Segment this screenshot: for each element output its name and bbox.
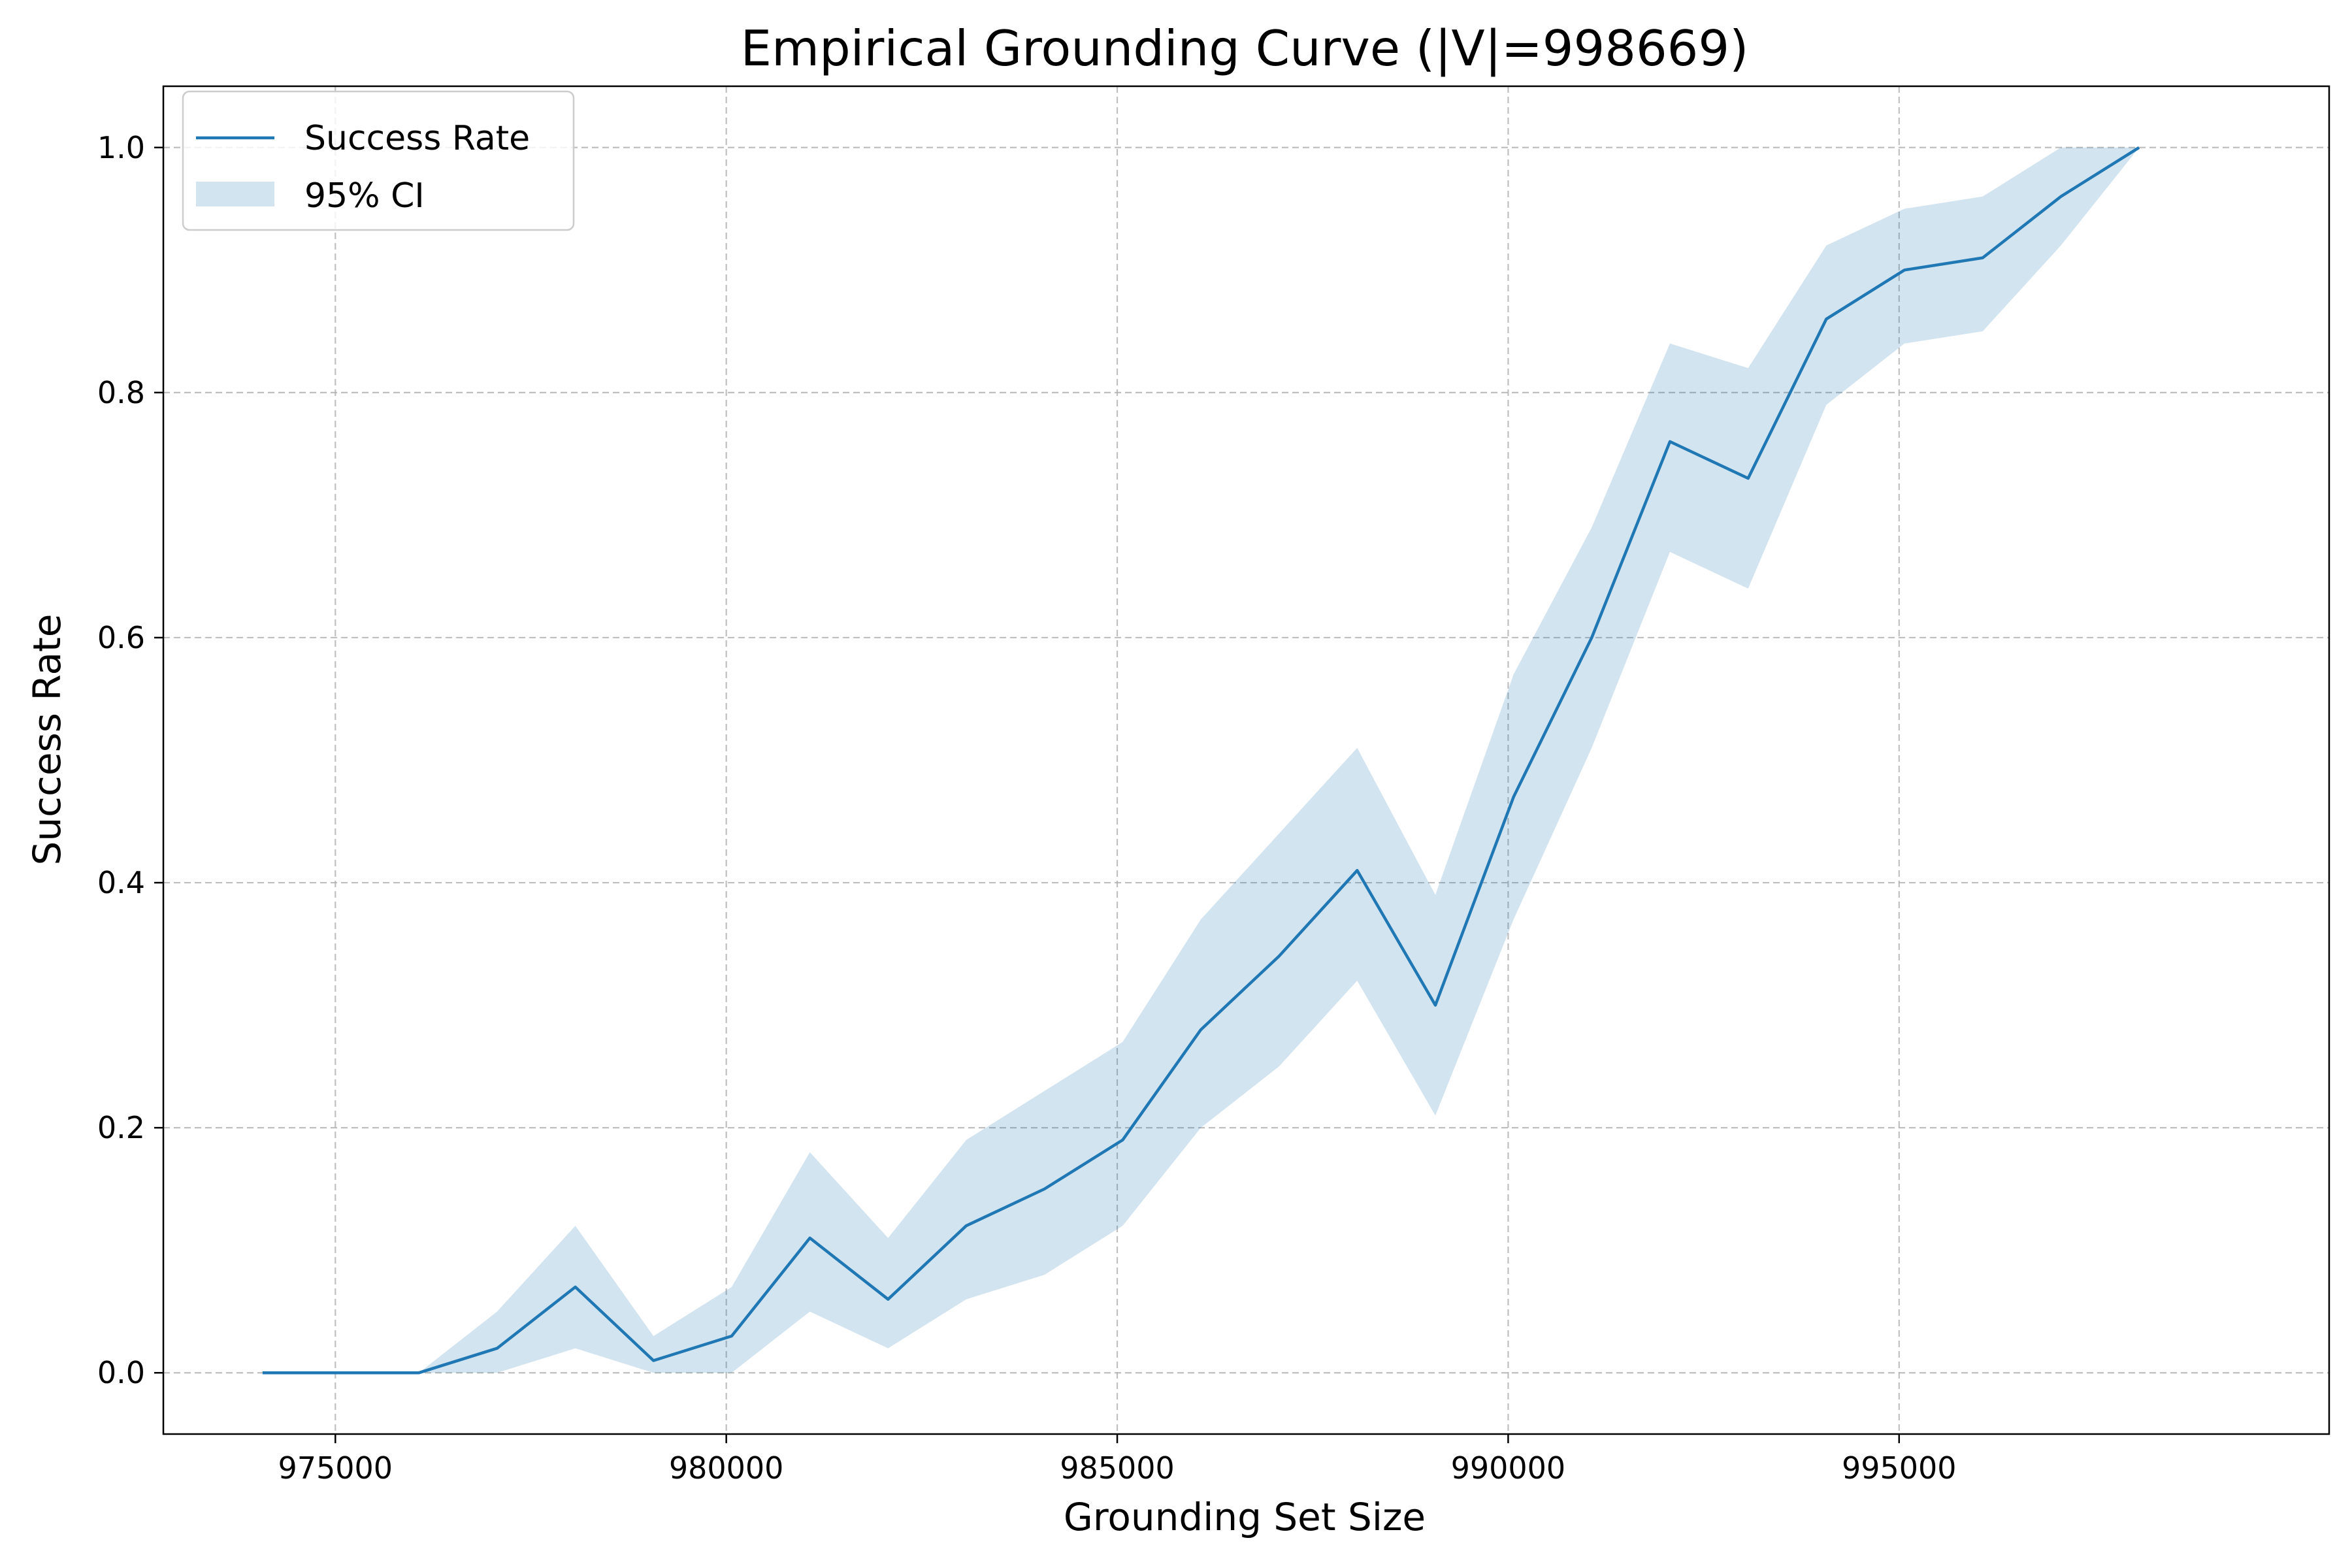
chart-title: Empirical Grounding Curve (|V|=998669) xyxy=(741,20,1749,77)
y-tick-label: 0.6 xyxy=(97,620,145,655)
data-point xyxy=(1513,796,1514,797)
data-point xyxy=(1670,441,1671,442)
y-tick-label: 0.8 xyxy=(97,375,145,410)
series-line-layer xyxy=(262,146,2140,1375)
legend: Success Rate 95% CI xyxy=(182,90,575,231)
grid-layer xyxy=(163,86,2329,1434)
confidence-band-95-ci xyxy=(262,147,2140,1373)
x-tick-label: 985000 xyxy=(1060,1450,1175,1486)
legend-label-success-rate: Success Rate xyxy=(304,119,530,158)
x-axis-label: Grounding Set Size xyxy=(1064,1495,1426,1539)
y-tick-label: 0.0 xyxy=(97,1355,145,1390)
legend-band-swatch xyxy=(196,182,274,206)
x-tick-label: 990000 xyxy=(1451,1450,1566,1486)
confidence-band-layer xyxy=(262,147,2140,1373)
series-line-success-rate xyxy=(262,146,2140,1375)
data-point xyxy=(575,1286,576,1287)
x-tick-label: 980000 xyxy=(669,1450,784,1486)
data-point xyxy=(1044,1188,1045,1189)
data-point xyxy=(1122,1139,1123,1140)
y-axis-label: Success Rate xyxy=(25,614,69,866)
data-point xyxy=(653,1360,654,1361)
data-point xyxy=(809,1237,810,1238)
y-tick-label: 1.0 xyxy=(97,130,145,165)
y-tick-label: 0.4 xyxy=(97,865,145,900)
legend-box xyxy=(182,90,575,231)
x-tick-label: 975000 xyxy=(278,1450,393,1486)
plot-area-frame xyxy=(162,85,2330,1435)
data-point xyxy=(731,1335,732,1336)
data-point xyxy=(1357,870,1358,871)
data-point xyxy=(2139,147,2140,148)
legend-label-95-ci: 95% CI xyxy=(304,176,425,216)
y-tick-label: 0.2 xyxy=(97,1110,145,1145)
tick-layer: 975000 980000 985000 990000 995000 0.0 0.2 0.4 0… xyxy=(97,130,1957,1486)
x-tick-label: 995000 xyxy=(1842,1450,1957,1486)
data-point xyxy=(1982,257,1983,258)
